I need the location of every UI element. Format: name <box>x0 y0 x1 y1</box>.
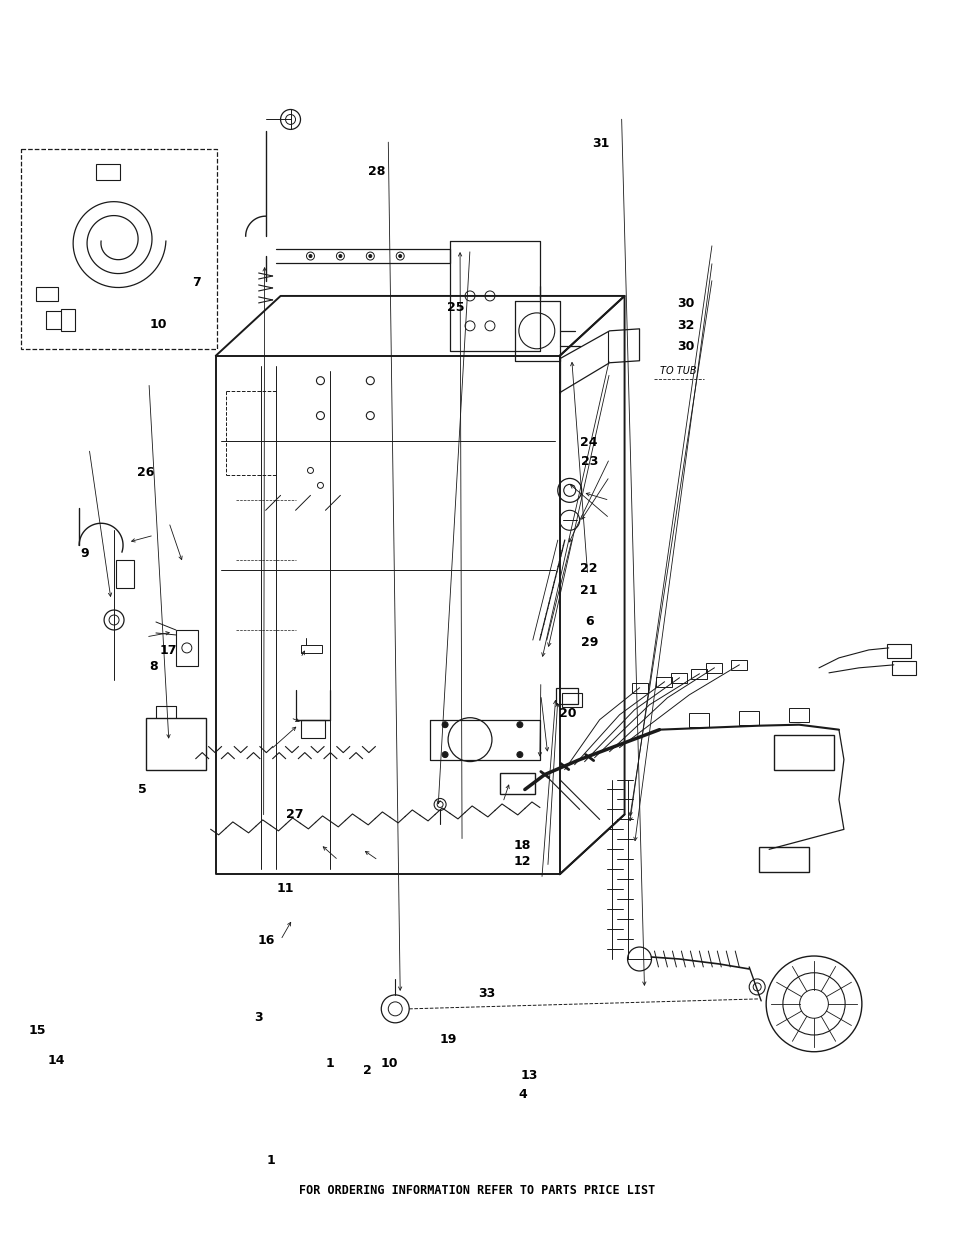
Text: 31: 31 <box>592 137 609 149</box>
Text: 25: 25 <box>447 300 464 314</box>
Circle shape <box>309 254 312 258</box>
Text: 27: 27 <box>285 808 303 821</box>
Text: 15: 15 <box>29 1024 47 1036</box>
Text: TO TUB: TO TUB <box>659 367 696 377</box>
Text: 4: 4 <box>517 1088 526 1100</box>
Text: 30: 30 <box>677 296 694 310</box>
Text: 17: 17 <box>159 645 176 657</box>
Text: 29: 29 <box>580 636 598 648</box>
Text: 10: 10 <box>150 317 167 331</box>
Text: 30: 30 <box>677 340 694 353</box>
Text: 33: 33 <box>477 987 495 999</box>
Text: 24: 24 <box>579 436 598 450</box>
Bar <box>886 643 910 658</box>
Bar <box>891 661 915 674</box>
Text: 12: 12 <box>514 855 531 868</box>
Circle shape <box>441 721 448 727</box>
Bar <box>788 708 808 721</box>
Text: 19: 19 <box>439 1034 456 1046</box>
Text: 9: 9 <box>81 547 90 559</box>
Bar <box>556 688 578 704</box>
Bar <box>705 663 721 673</box>
Text: 22: 22 <box>579 562 598 574</box>
Text: 3: 3 <box>253 1011 262 1024</box>
Circle shape <box>398 254 401 258</box>
Text: 21: 21 <box>579 584 598 597</box>
Bar <box>96 164 120 180</box>
Text: 7: 7 <box>192 277 200 289</box>
Circle shape <box>441 752 448 757</box>
Text: 16: 16 <box>257 934 274 947</box>
Bar <box>731 659 746 669</box>
Text: 1: 1 <box>266 1153 274 1167</box>
Circle shape <box>369 254 372 258</box>
Bar <box>671 673 687 683</box>
Text: 10: 10 <box>380 1057 397 1070</box>
Text: 6: 6 <box>584 615 593 627</box>
Text: 8: 8 <box>149 661 158 673</box>
Circle shape <box>517 721 522 727</box>
Bar <box>36 287 58 301</box>
Text: 20: 20 <box>558 708 576 720</box>
Text: 14: 14 <box>48 1055 65 1067</box>
Bar <box>739 710 759 725</box>
Text: 26: 26 <box>137 466 154 479</box>
Text: 23: 23 <box>580 454 598 468</box>
Bar <box>175 630 197 666</box>
Bar <box>146 718 206 769</box>
Bar <box>116 561 133 588</box>
Bar <box>61 309 75 331</box>
Bar <box>759 847 808 872</box>
Text: 2: 2 <box>363 1065 372 1077</box>
Text: 13: 13 <box>520 1070 537 1082</box>
Bar <box>689 713 709 726</box>
Text: 18: 18 <box>514 839 531 852</box>
Bar <box>561 693 581 706</box>
Bar <box>691 669 706 679</box>
Bar <box>300 720 325 737</box>
Text: 28: 28 <box>368 165 385 178</box>
Circle shape <box>517 752 522 757</box>
Bar <box>631 683 647 693</box>
Text: 1: 1 <box>325 1057 334 1070</box>
Text: 32: 32 <box>677 319 694 332</box>
Bar <box>773 735 833 769</box>
Bar <box>300 645 322 653</box>
Bar <box>656 677 672 687</box>
Circle shape <box>338 254 341 258</box>
Text: 11: 11 <box>275 882 294 895</box>
Text: 5: 5 <box>137 783 147 797</box>
Text: FOR ORDERING INFORMATION REFER TO PARTS PRICE LIST: FOR ORDERING INFORMATION REFER TO PARTS … <box>298 1183 655 1197</box>
Bar <box>499 773 535 794</box>
Bar <box>21 149 216 348</box>
